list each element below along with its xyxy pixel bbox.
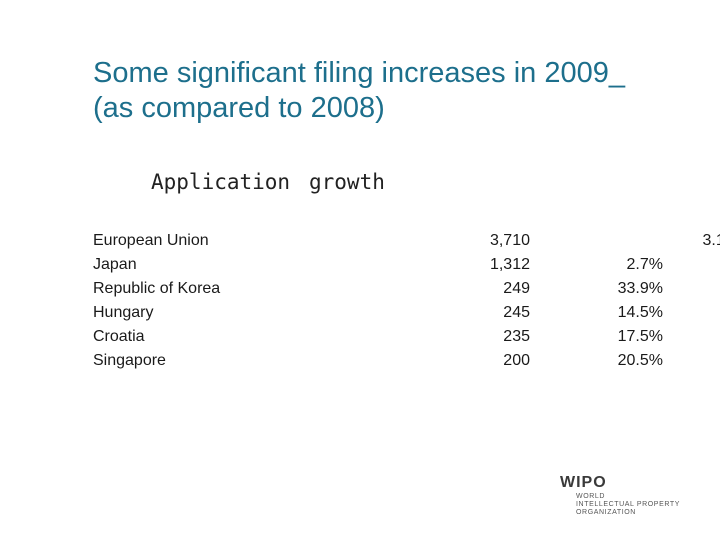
country-cell: Japan [93, 256, 137, 273]
logo-subtitle: WORLD INTELLECTUAL PROPERTY ORGANIZATION [576, 493, 680, 517]
logo-line-3: ORGANIZATION [576, 509, 636, 516]
table-row: Republic of Korea 249 33.9% [93, 277, 693, 301]
logo-line-1: WORLD [576, 493, 606, 500]
country-cell: Hungary [93, 304, 154, 321]
table-row: Croatia 235 17.5% [93, 325, 693, 349]
country-cell: Croatia [93, 328, 145, 345]
header-growth: growth [309, 170, 385, 194]
country-cell: Republic of Korea [93, 280, 221, 297]
slide-title: Some significant filing increases in 200… [93, 56, 693, 126]
growth-cell: 20.5% [617, 352, 663, 369]
table-row: Singapore 200 20.5% [93, 349, 693, 373]
country-cell: European Union [93, 232, 209, 249]
growth-cell: 14.5% [617, 304, 663, 321]
logo-mark: WIPO [560, 474, 607, 491]
count-cell: 200 [503, 352, 530, 369]
count-cell: 235 [503, 328, 530, 345]
header-application: Application [151, 170, 291, 194]
filing-table: European Union 3,710 3.1% Japan 1,312 2.… [93, 229, 720, 373]
table-row: Japan 1,312 2.7% [93, 253, 693, 277]
count-cell: 249 [503, 280, 530, 297]
growth-cell: 3.1% [702, 232, 720, 249]
title-line-1: Some significant filing increases in 200… [93, 57, 625, 89]
count-cell: 3,710 [489, 232, 530, 249]
count-cell: 245 [503, 304, 530, 321]
growth-cell: 17.5% [617, 328, 663, 345]
growth-cell: 2.7% [626, 256, 663, 273]
logo-line-2: INTELLECTUAL PROPERTY [576, 501, 681, 508]
count-cell: 1,312 [489, 256, 530, 273]
table-row: Hungary 245 14.5% [93, 301, 693, 325]
table-row: European Union 3,710 3.1% [93, 229, 720, 253]
growth-cell: 33.9% [617, 280, 663, 297]
title-line-2: (as compared to 2008) [93, 92, 385, 124]
country-cell: Singapore [93, 352, 166, 369]
wipo-logo: WIPO WORLD INTELLECTUAL PROPERTY ORGANIZ… [560, 472, 700, 522]
